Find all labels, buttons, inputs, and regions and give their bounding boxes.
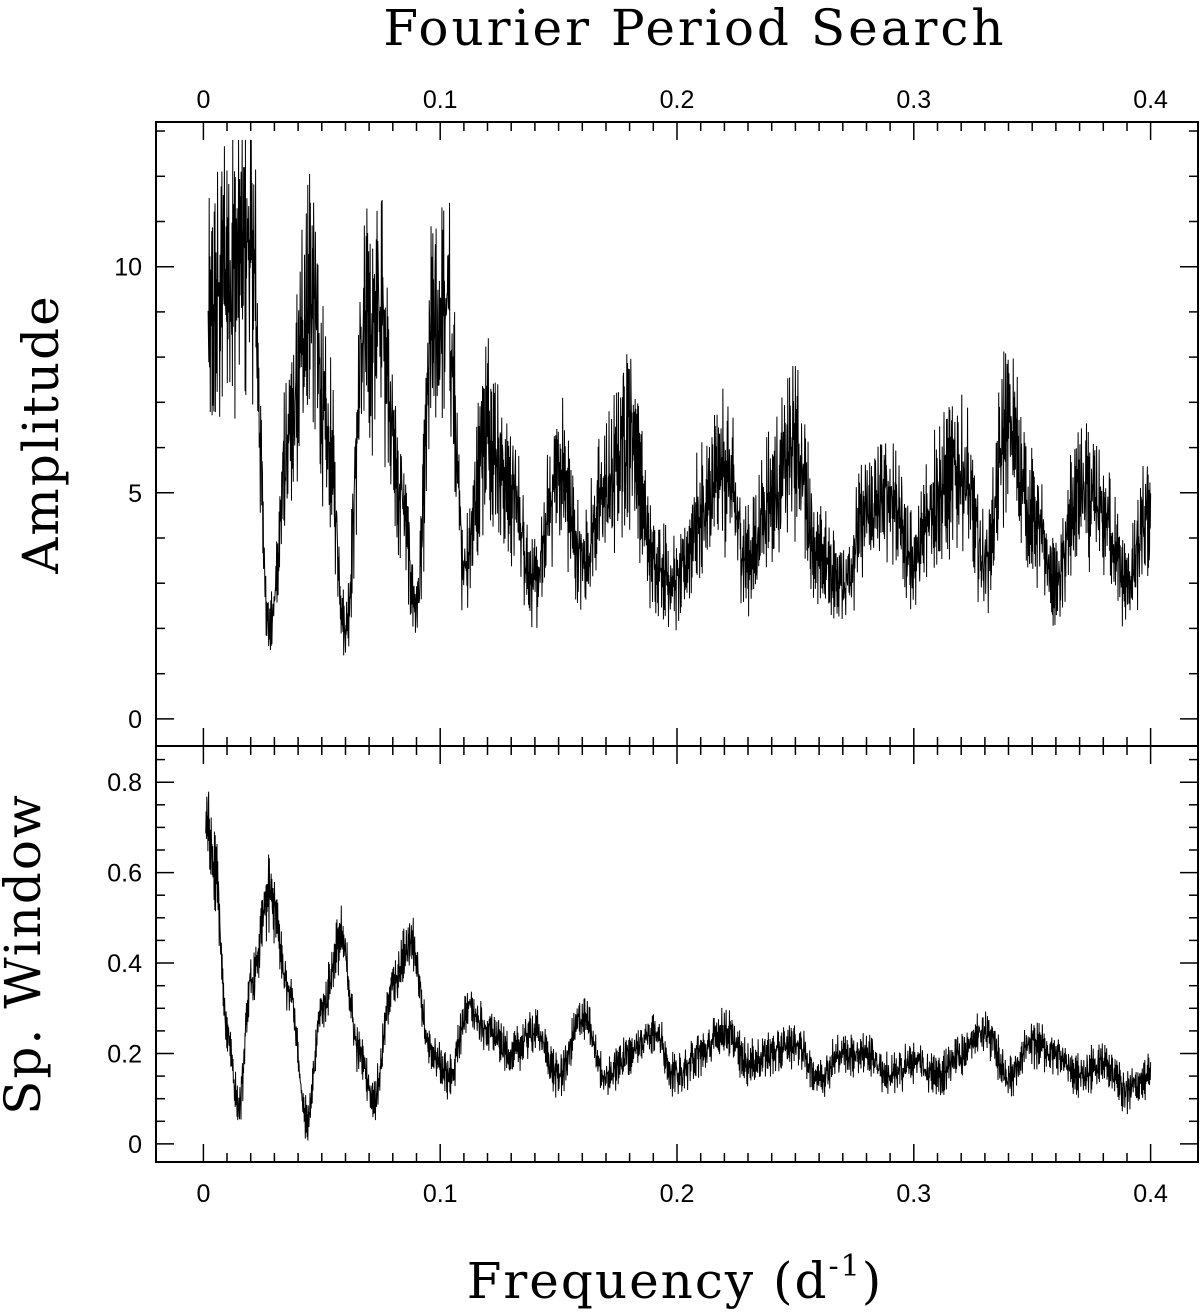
bottom-panel: 0 0.1 0.2 0.3 0.4 0 0.2 0.4 0.6 0.8 Sp. Window	[0, 745, 1199, 1208]
top-panel-frame	[155, 121, 1199, 747]
y-tick-label: 0.4	[107, 950, 142, 978]
top-panel: 0 0.1 0.2 0.3 0.4 0 5 10 Amplitude	[12, 86, 1199, 747]
x-axis-title-main: Frequency (d	[467, 1252, 829, 1310]
x-tick-label: 0	[196, 86, 210, 114]
x-axis-title-close: )	[862, 1252, 884, 1310]
bottom-panel-ylabel: Sp. Window	[0, 793, 52, 1115]
x-tick-label: 0.4	[1133, 1180, 1168, 1208]
bottom-panel-tick-labels: 0 0.1 0.2 0.3 0.4 0 0.2 0.4 0.6 0.8	[107, 769, 1168, 1208]
y-tick-label: 0	[128, 1131, 142, 1159]
top-panel-ylabel: Amplitude	[12, 294, 70, 574]
x-tick-label: 0.2	[660, 1180, 695, 1208]
x-axis-title: Frequency (d-1)	[467, 1249, 884, 1310]
spectral-window-trace	[205, 791, 1152, 1141]
x-tick-label: 0.3	[896, 86, 931, 114]
x-axis-title-superscript: -1	[829, 1249, 862, 1284]
x-tick-label: 0	[196, 1180, 210, 1208]
x-tick-label: 0.2	[660, 86, 695, 114]
chart-title: Fourier Period Search	[383, 0, 1006, 57]
y-tick-label: 0.6	[107, 860, 142, 888]
x-tick-label: 0.4	[1133, 86, 1168, 114]
y-tick-label: 5	[128, 480, 142, 508]
x-tick-label: 0.1	[423, 86, 458, 114]
x-tick-label: 0.3	[896, 1180, 931, 1208]
y-tick-label: 0.2	[107, 1041, 142, 1069]
y-tick-label: 0	[128, 706, 142, 734]
top-panel-tick-labels: 0 0.1 0.2 0.3 0.4 0 5 10	[114, 86, 1168, 734]
x-tick-label: 0.1	[423, 1180, 458, 1208]
amplitude-trace	[207, 139, 1152, 656]
y-tick-label: 10	[114, 254, 142, 282]
bottom-panel-ticks	[156, 746, 1198, 1162]
top-panel-ticks	[156, 122, 1198, 746]
y-tick-label: 0.8	[107, 769, 142, 797]
